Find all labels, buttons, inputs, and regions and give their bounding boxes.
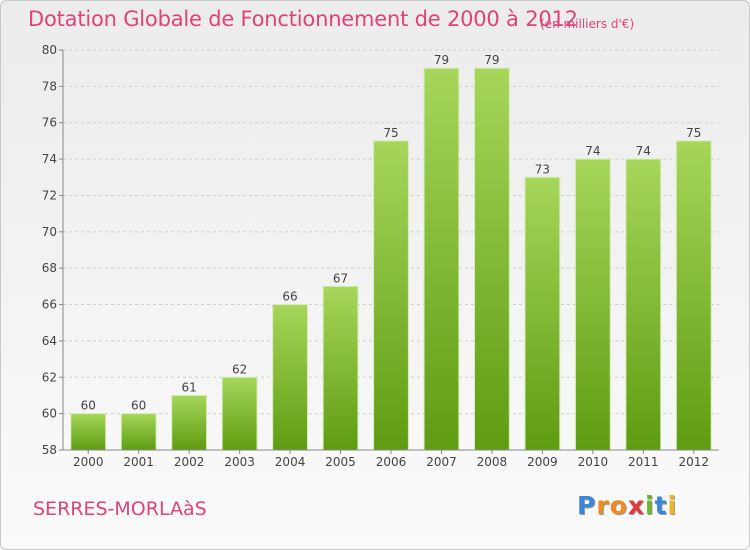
chart-title: Dotation Globale de Fonctionnement de 20… xyxy=(28,7,578,31)
bar-value-label: 75 xyxy=(686,126,701,140)
bar xyxy=(625,158,662,451)
logo-letter: o xyxy=(609,491,628,520)
chart-subtitle: (en milliers d'€) xyxy=(540,17,635,31)
y-tick-label: 66 xyxy=(42,298,57,312)
bar-value-label: 60 xyxy=(81,399,96,413)
y-tick-label: 76 xyxy=(42,116,57,130)
logo-letter: r xyxy=(596,491,610,520)
y-tick-label: 74 xyxy=(42,152,57,166)
y-tick-label: 78 xyxy=(42,79,57,93)
bar-value-label: 61 xyxy=(182,380,197,394)
logo-letter: P xyxy=(577,491,597,520)
x-tick-label: 2000 xyxy=(73,455,104,469)
x-tick-label: 2004 xyxy=(275,455,306,469)
y-tick-label: 80 xyxy=(42,43,57,57)
bar xyxy=(272,304,308,451)
logo-letter: i xyxy=(645,491,655,520)
bar-value-label: 74 xyxy=(636,144,651,158)
bar xyxy=(524,176,561,451)
bar-value-label: 66 xyxy=(282,290,297,304)
x-tick-label: 2007 xyxy=(426,455,457,469)
y-tick-label: 68 xyxy=(42,261,57,275)
x-tick-label: 2012 xyxy=(678,455,709,469)
bar-value-label: 79 xyxy=(484,53,499,67)
bar xyxy=(373,140,409,451)
bar-value-label: 79 xyxy=(434,53,449,67)
logo-letter: t xyxy=(654,491,668,520)
logo-letter: x xyxy=(627,491,645,520)
bar-value-label: 73 xyxy=(535,162,550,176)
y-tick-label: 70 xyxy=(42,225,57,239)
bar xyxy=(120,413,157,451)
y-tick-label: 60 xyxy=(42,407,57,421)
bar xyxy=(474,67,510,451)
logo-letter: i xyxy=(667,491,678,520)
x-tick-label: 2005 xyxy=(325,455,356,469)
bar xyxy=(70,413,107,451)
x-tick-label: 2001 xyxy=(123,455,154,469)
bar-value-label: 74 xyxy=(585,144,600,158)
y-tick-label: 72 xyxy=(42,188,57,202)
bar xyxy=(423,67,460,451)
bar xyxy=(221,376,258,451)
bar xyxy=(322,285,359,451)
x-tick-label: 2008 xyxy=(477,455,508,469)
y-tick-label: 64 xyxy=(42,334,57,348)
x-tick-label: 2006 xyxy=(376,455,407,469)
commune-name: SERRES-MORLAàS xyxy=(33,498,207,520)
bar xyxy=(574,158,611,451)
bar xyxy=(171,394,208,451)
y-tick-label: 58 xyxy=(42,443,57,457)
x-tick-label: 2010 xyxy=(578,455,609,469)
bar-value-label: 62 xyxy=(232,362,247,376)
proxiti-logo: Proxiti xyxy=(577,491,677,520)
x-tick-label: 2009 xyxy=(527,455,558,469)
bar-value-label: 67 xyxy=(333,271,348,285)
y-tick-label: 62 xyxy=(42,370,57,384)
x-tick-label: 2003 xyxy=(224,455,255,469)
bar xyxy=(675,140,712,451)
bar-value-label: 75 xyxy=(383,126,398,140)
x-tick-label: 2011 xyxy=(628,455,659,469)
bar-value-label: 60 xyxy=(131,399,146,413)
x-tick-label: 2002 xyxy=(174,455,205,469)
